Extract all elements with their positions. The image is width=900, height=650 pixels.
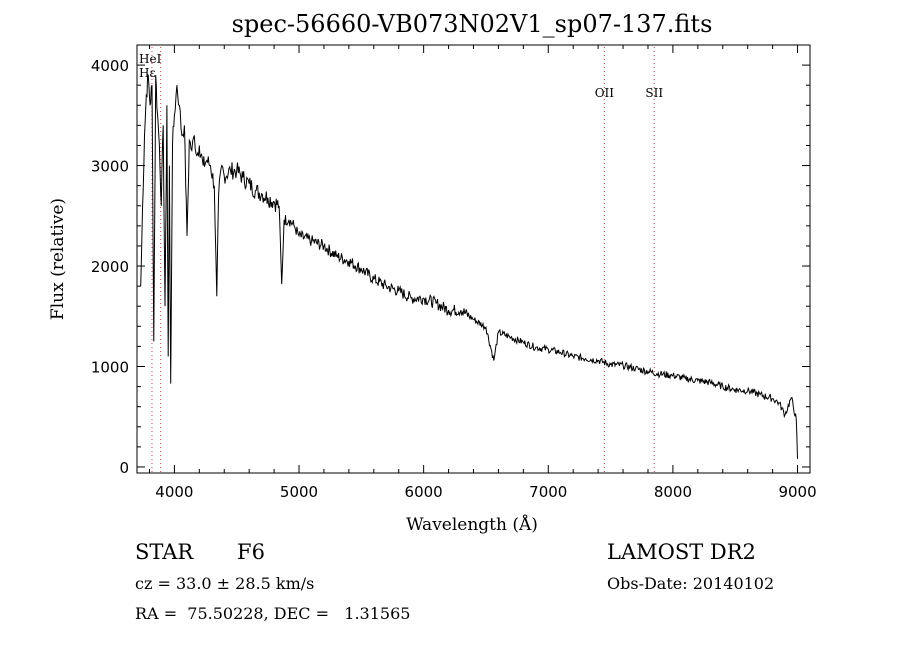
line-label-0: HeI bbox=[139, 52, 162, 66]
plot-frame bbox=[136, 44, 811, 474]
x-tick-label: 5000 bbox=[280, 483, 318, 501]
redshift-value: cz = 33.0 ± 28.5 km/s bbox=[135, 574, 315, 593]
y-tick-label: 1000 bbox=[91, 359, 129, 377]
x-tick-label: 9000 bbox=[778, 483, 816, 501]
coordinates: RA = 75.50228, DEC = 1.31565 bbox=[135, 604, 411, 623]
y-tick-label: 0 bbox=[119, 459, 129, 477]
x-axis-label: Wavelength (Å) bbox=[406, 514, 538, 535]
y-tick-label: 3000 bbox=[91, 158, 129, 176]
line-label-1: Hε bbox=[139, 66, 156, 80]
x-tick-label: 8000 bbox=[654, 483, 692, 501]
line-label-3: SII bbox=[645, 86, 663, 100]
chart-title: spec-56660-VB073N02V1_sp07-137.fits bbox=[232, 10, 713, 38]
x-tick-label: 6000 bbox=[405, 483, 443, 501]
axis-ticks: 4000 5000 6000 7000 8000 9000 0 1000 2000 3000 400… bbox=[91, 44, 817, 501]
x-tick-label: 7000 bbox=[529, 483, 567, 501]
x-tick-label: 4000 bbox=[155, 483, 193, 501]
y-tick-label: 2000 bbox=[91, 258, 129, 276]
line-label-2: OII bbox=[595, 86, 615, 100]
survey-label: LAMOST DR2 bbox=[607, 540, 756, 564]
y-tick-label: 4000 bbox=[91, 57, 129, 75]
spectrum-line bbox=[140, 74, 798, 459]
star-class-label: STAR bbox=[135, 540, 194, 564]
star-subclass: F6 bbox=[237, 540, 265, 564]
y-axis-label: Flux (relative) bbox=[48, 198, 68, 320]
obs-date: Obs-Date: 20140102 bbox=[607, 574, 775, 593]
